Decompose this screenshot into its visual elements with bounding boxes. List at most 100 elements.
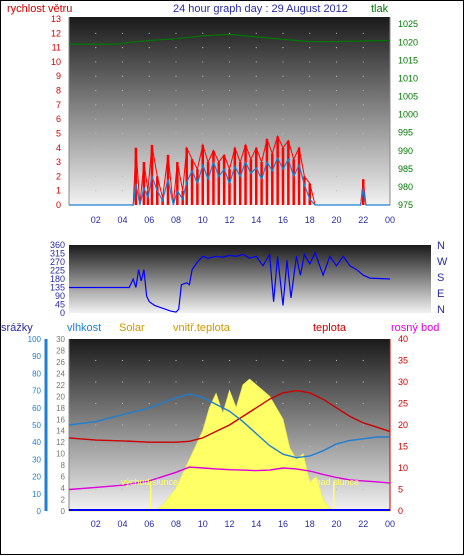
temperature-tick-label: 20 <box>398 420 408 430</box>
grid-dot <box>335 104 338 106</box>
grid-dot <box>309 402 311 405</box>
grid-dot <box>282 47 284 49</box>
pressure-tick-label: 1015 <box>398 55 418 65</box>
grid-dot <box>175 359 177 362</box>
grid-dot <box>309 47 311 49</box>
grid-dot <box>148 104 150 106</box>
grid-dot <box>95 175 97 177</box>
grid-dot <box>335 402 338 405</box>
grid-dot <box>255 104 257 106</box>
grid-dot <box>255 359 257 362</box>
grid-dot <box>175 445 177 448</box>
grid-dot <box>362 445 364 448</box>
grid-dot <box>175 47 177 49</box>
panel1-x-tick-label: 12 <box>224 215 234 225</box>
grid-dot <box>362 75 364 77</box>
grid-dot <box>121 190 124 192</box>
sunset-label: západ slunce <box>306 477 359 487</box>
grid-dot <box>148 467 150 469</box>
grid-dot <box>362 32 364 34</box>
grid-dot <box>148 132 150 135</box>
grid-dot <box>175 118 177 120</box>
grid-dot <box>175 381 177 383</box>
grid-dot <box>95 75 97 77</box>
humidity-tick-label: 40 <box>32 438 41 447</box>
grid-dot <box>362 402 364 405</box>
solar-tick-label: 2 <box>61 496 66 505</box>
grid-dot <box>362 381 364 383</box>
grid-dot <box>148 359 150 362</box>
humidity-tick-label: 60 <box>32 404 41 413</box>
grid-dot <box>148 61 150 63</box>
grid-dot <box>335 381 338 383</box>
grid-dot <box>121 161 124 163</box>
grid-dot <box>335 467 338 469</box>
panel3-x-tick-label: 08 <box>171 519 181 529</box>
wind-speed-line <box>69 156 390 206</box>
temperature-tick-label: 10 <box>398 463 408 473</box>
wind-tick-label: 2 <box>56 171 61 181</box>
pressure-line <box>69 33 391 45</box>
grid-dot <box>121 75 124 77</box>
grid-dot <box>309 32 311 34</box>
pressure-tick-label: 1020 <box>398 37 418 47</box>
grid-dot <box>121 175 124 177</box>
grid-dot <box>335 132 338 135</box>
solar-tick-label: 12 <box>56 438 65 447</box>
grid-dot <box>309 118 311 120</box>
grid-dot <box>175 424 177 426</box>
grid-dot <box>202 424 204 426</box>
grid-dot <box>228 132 231 135</box>
grid-dot <box>202 118 204 120</box>
solar-tick-label: 22 <box>56 381 65 390</box>
dew-point-line <box>68 466 391 491</box>
wind-tick-label: 3 <box>56 157 61 167</box>
grid-dot <box>335 161 338 163</box>
pressure-tick-label: 985 <box>398 164 413 174</box>
grid-dot <box>309 161 311 163</box>
grid-dot <box>228 381 231 383</box>
grid-dot <box>282 89 284 92</box>
grid-dot <box>228 61 231 63</box>
humidity-tick-label: 30 <box>32 455 41 464</box>
solar-tick-label: 16 <box>56 415 65 424</box>
grid-dot <box>309 147 311 149</box>
panel1-x-tick-label: 18 <box>305 215 315 225</box>
grid-dot <box>175 467 177 469</box>
temperature-tick-label: 15 <box>398 442 408 452</box>
grid-dot <box>335 147 338 149</box>
grid-dot <box>362 467 364 469</box>
solar-tick-label: 26 <box>56 358 65 367</box>
grid-dot <box>362 359 364 362</box>
grid-dot <box>362 424 364 426</box>
grid-dot <box>148 488 150 491</box>
panel3-x-tick-label: 10 <box>198 519 208 529</box>
direction-tick-label: 180 <box>50 274 65 284</box>
grid-dot <box>202 359 204 362</box>
solar-tick-label: 14 <box>56 427 65 436</box>
humidity-tick-label: 10 <box>32 490 41 499</box>
grid-dot <box>175 132 177 135</box>
grid-dot <box>175 104 177 106</box>
grid-dot <box>202 47 204 49</box>
grid-dot <box>95 132 97 135</box>
panel3-x-tick-label: 18 <box>305 519 315 529</box>
grid-dot <box>121 118 124 120</box>
grid-dot <box>335 75 338 77</box>
panel3-x-tick-label: 12 <box>224 519 234 529</box>
wind-tick-label: 5 <box>56 128 61 138</box>
grid-dot <box>335 488 338 491</box>
temperature-tick-label: 5 <box>398 485 403 495</box>
grid-dot <box>335 47 338 49</box>
grid-dot <box>362 147 364 149</box>
temperature-line <box>68 389 391 443</box>
grid-dot <box>255 381 257 383</box>
solar-tick-label: 4 <box>61 484 66 493</box>
chart-title: 24 hour graph day : 29 August 2012 <box>173 3 348 15</box>
wind-tick-label: 7 <box>56 100 61 110</box>
panel1-x-tick-label: 14 <box>251 215 261 225</box>
direction-tick-label: 0 <box>60 308 65 318</box>
compass-label: N <box>437 240 445 252</box>
grid-dot <box>121 445 124 448</box>
